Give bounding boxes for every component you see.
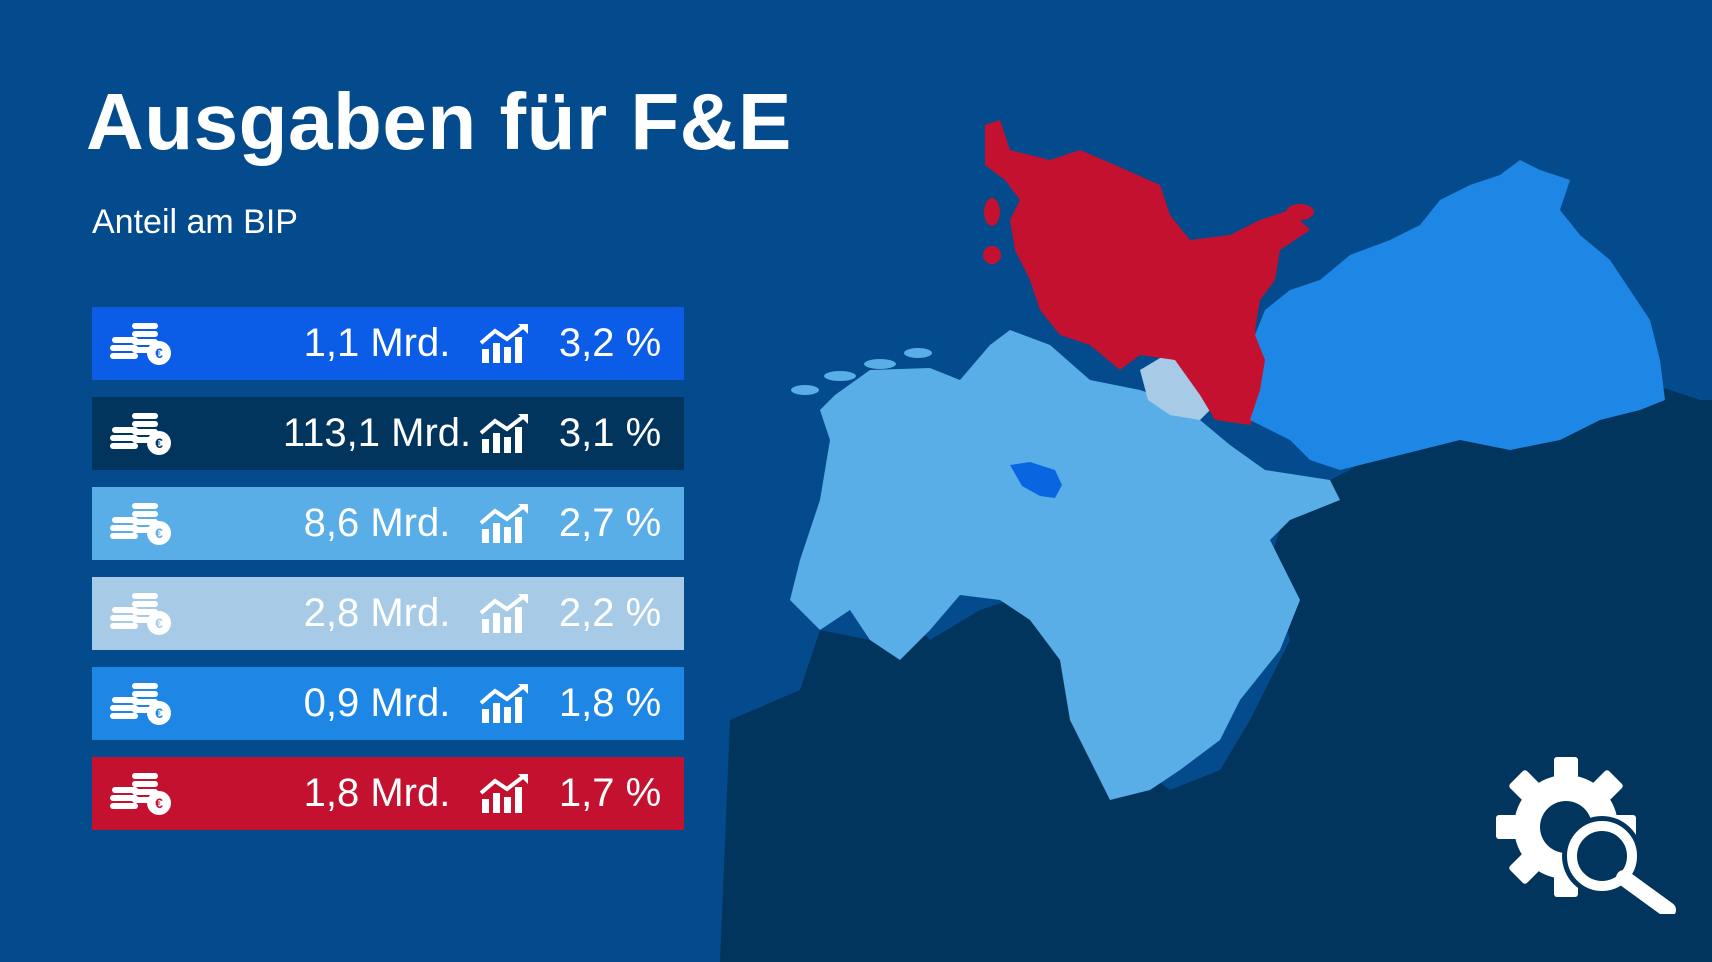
- svg-text:€: €: [155, 435, 163, 451]
- trend-chart-icon: [479, 323, 530, 363]
- trend-chart-icon: [479, 773, 530, 813]
- data-row: € 1,8 Mrd. 1,7 %: [92, 757, 684, 830]
- map-island: [824, 371, 856, 381]
- map-island: [984, 198, 1000, 226]
- page-subtitle: Anteil am BIP: [92, 203, 298, 241]
- row-amount: 1,8 Mrd.: [303, 771, 451, 815]
- coins-euro-icon: €: [110, 413, 172, 455]
- data-row: € 113,1 Mrd. 3,1 %: [92, 397, 684, 470]
- svg-text:€: €: [155, 615, 163, 631]
- trend-chart-icon: [479, 593, 530, 633]
- row-percent: 3,2 %: [558, 321, 662, 365]
- row-percent: 1,7 %: [558, 771, 662, 815]
- map-schleswig-holstein: [985, 120, 1310, 425]
- trend-chart-icon: [479, 413, 530, 453]
- row-amount: 1,1 Mrd.: [303, 321, 451, 365]
- row-amount: 0,9 Mrd.: [303, 681, 451, 725]
- map-island: [791, 385, 819, 395]
- data-rows: € 1,1 Mrd. 3,2 % € 113,1 Mrd. 3,1 %: [92, 307, 684, 847]
- svg-text:€: €: [155, 345, 163, 361]
- coins-euro-icon: €: [110, 323, 172, 365]
- row-amount: 113,1 Mrd.: [282, 411, 472, 455]
- map-niedersachsen: [790, 330, 1340, 800]
- map-outer-land: [720, 380, 1712, 962]
- gear-search-icon: [1496, 757, 1676, 914]
- svg-text:€: €: [155, 525, 163, 541]
- svg-text:€: €: [155, 795, 163, 811]
- row-amount: 2,8 Mrd.: [303, 591, 451, 635]
- row-percent: 1,8 %: [558, 681, 662, 725]
- map-mecklenburg-vorpommern: [1250, 160, 1665, 470]
- map-island: [864, 359, 896, 369]
- data-row: € 8,6 Mrd. 2,7 %: [92, 487, 684, 560]
- trend-chart-icon: [479, 503, 530, 543]
- coins-euro-icon: €: [110, 503, 172, 545]
- coins-euro-icon: €: [110, 683, 172, 725]
- row-percent: 3,1 %: [558, 411, 662, 455]
- map-island: [1286, 204, 1314, 220]
- row-percent: 2,7 %: [558, 501, 662, 545]
- trend-chart-icon: [479, 683, 530, 723]
- map-hamburg: [1140, 355, 1215, 420]
- data-row: € 2,8 Mrd. 2,2 %: [92, 577, 684, 650]
- row-percent: 2,2 %: [558, 591, 662, 635]
- data-row: € 1,1 Mrd. 3,2 %: [92, 307, 684, 380]
- page-title: Ausgaben für F&E: [86, 77, 792, 166]
- data-row: € 0,9 Mrd. 1,8 %: [92, 667, 684, 740]
- coins-euro-icon: €: [110, 593, 172, 635]
- row-amount: 8,6 Mrd.: [303, 501, 451, 545]
- map-island: [983, 246, 1001, 264]
- coins-euro-icon: €: [110, 773, 172, 815]
- svg-text:€: €: [155, 705, 163, 721]
- map-bremen-lake: [1010, 462, 1062, 498]
- map-island: [904, 348, 932, 358]
